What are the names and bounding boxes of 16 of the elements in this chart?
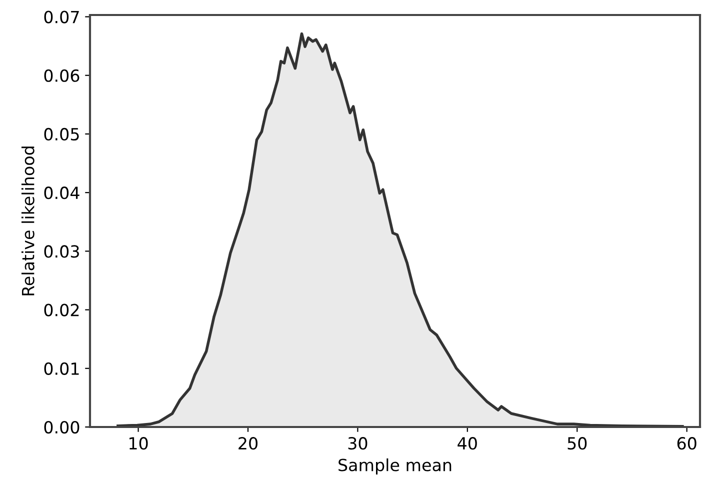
y-tick-label: 0.05 xyxy=(44,128,79,141)
y-tick-label: 0.02 xyxy=(44,304,79,316)
y-tick-label: 0.04 xyxy=(44,186,80,200)
y-tick-label: 0.01 xyxy=(44,362,79,375)
y-tick-label: 0.06 xyxy=(44,69,80,82)
x-tick-label: 20 xyxy=(238,437,258,450)
x-tick-label: 30 xyxy=(348,437,368,450)
y-tick-label: 0.07 xyxy=(44,10,79,24)
x-tick-label: 10 xyxy=(130,437,148,450)
y-tick-label: 0.00 xyxy=(44,420,80,434)
x-axis-title: Sample mean xyxy=(338,458,452,475)
x-tick-label: 40 xyxy=(458,437,477,450)
y-axis-title: Relative likelihood xyxy=(21,146,34,296)
x-tick-label: 60 xyxy=(677,437,696,450)
y-tick-label: 0.03 xyxy=(44,245,79,258)
x-tick-label: 50 xyxy=(568,437,587,450)
